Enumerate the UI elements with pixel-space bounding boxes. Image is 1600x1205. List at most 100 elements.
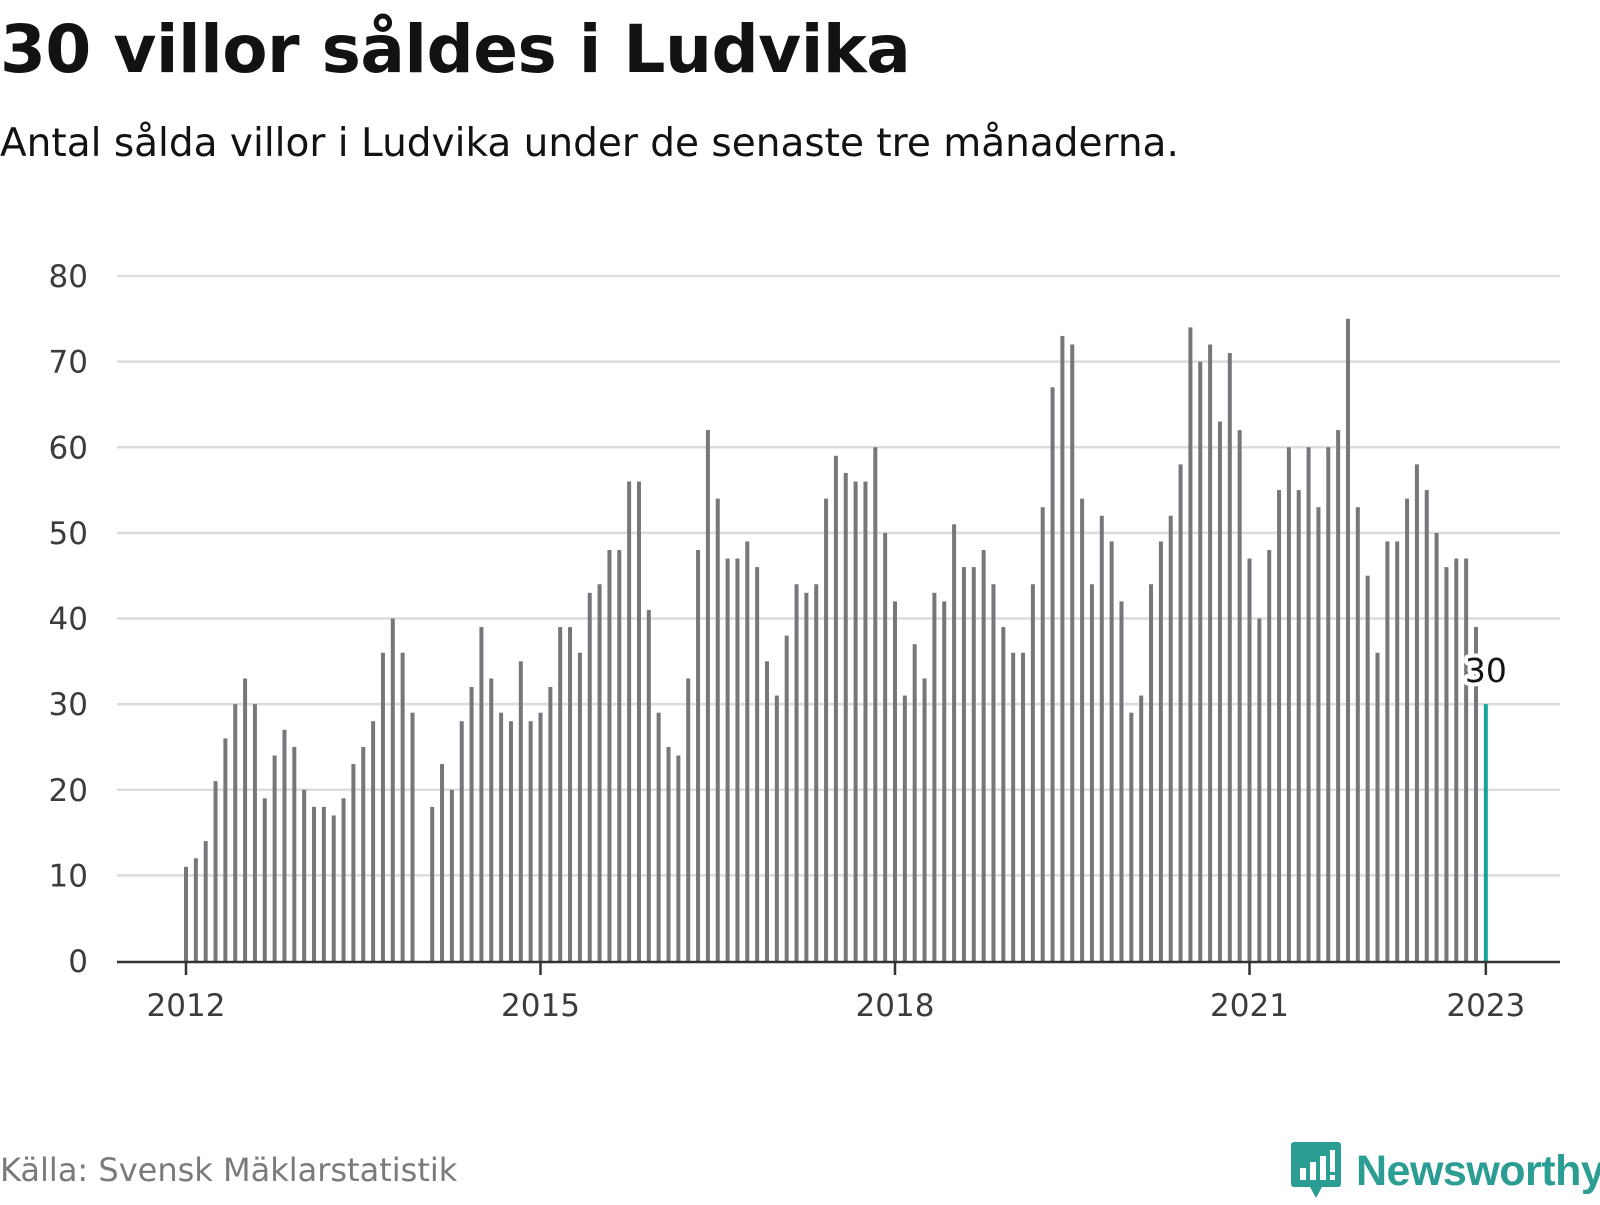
brand-name: Newsworthy <box>1356 1146 1600 1195</box>
bar <box>942 601 947 961</box>
bar-chart: 0 10 20 30 40 50 60 70 80 2012 2015 2018 2021 2023 3… <box>49 259 1560 1024</box>
brand-logo: Newsworthy <box>1290 1137 1600 1205</box>
bar <box>1464 558 1469 961</box>
bar <box>587 592 592 961</box>
bar <box>1080 498 1085 961</box>
bar <box>272 755 277 961</box>
gridlines <box>117 274 1560 877</box>
bar <box>213 781 218 961</box>
bar <box>1316 507 1321 961</box>
bar <box>469 687 474 961</box>
bar <box>607 550 612 961</box>
bar <box>971 567 976 961</box>
bar <box>233 704 238 961</box>
bar <box>646 609 651 961</box>
bar <box>1217 421 1222 961</box>
bar <box>735 558 740 961</box>
bar <box>262 798 267 961</box>
bar <box>1247 558 1252 961</box>
y-tick-label: 80 <box>49 259 88 295</box>
bar <box>252 704 257 961</box>
bar <box>745 541 750 961</box>
bar <box>597 584 602 961</box>
bar <box>725 558 730 961</box>
bar <box>952 524 957 961</box>
bar <box>1109 541 1114 961</box>
bar <box>893 601 897 961</box>
bar <box>961 567 966 961</box>
bar <box>1030 584 1035 961</box>
bar <box>321 806 326 961</box>
bar <box>804 592 809 961</box>
source-note: Källa: Svensk Mäklarstatistik <box>0 1151 458 1189</box>
bar <box>1424 490 1429 961</box>
bar <box>1129 712 1134 961</box>
x-axis-ticks: 2012 2015 2018 2021 2023 <box>147 962 1525 1024</box>
bar <box>410 712 415 961</box>
bar <box>1168 515 1173 961</box>
bar <box>1385 541 1390 961</box>
bar <box>873 447 878 961</box>
y-tick-label: 50 <box>49 516 88 552</box>
bar <box>853 481 858 961</box>
bar <box>193 858 198 961</box>
bar <box>1444 567 1449 961</box>
bar <box>814 584 819 961</box>
bar <box>302 789 307 961</box>
bar <box>1208 344 1213 961</box>
y-tick-label: 30 <box>49 687 88 723</box>
y-tick-label: 0 <box>68 944 88 980</box>
bar <box>528 721 533 961</box>
bar <box>1149 584 1154 961</box>
bar <box>794 584 799 961</box>
newsworthy-logo-icon <box>1291 1142 1341 1198</box>
bar <box>518 661 523 961</box>
y-tick-label: 20 <box>49 773 88 809</box>
bar <box>1089 584 1094 961</box>
bar <box>784 635 789 961</box>
bar <box>1405 498 1410 961</box>
y-axis-ticks: 0 10 20 30 40 50 60 70 80 <box>49 259 88 980</box>
bar <box>1257 618 1262 961</box>
bar <box>1355 507 1360 961</box>
last-value-label: 30 <box>1465 651 1507 690</box>
bar <box>902 695 907 961</box>
bars <box>184 318 1488 961</box>
bar <box>1060 335 1065 961</box>
bar <box>1001 627 1006 961</box>
bar <box>390 618 395 961</box>
bar <box>981 550 986 961</box>
bar <box>568 627 573 961</box>
bar <box>1198 361 1203 961</box>
bar <box>499 712 504 961</box>
bar <box>1277 490 1282 961</box>
bar <box>715 498 720 961</box>
bar <box>1267 550 1272 961</box>
bar <box>1375 652 1380 961</box>
y-tick-label: 70 <box>49 345 88 381</box>
bar <box>686 678 691 961</box>
chart-title: 30 villor såldes i Ludvika <box>0 11 911 88</box>
bar <box>430 806 435 961</box>
bar <box>755 567 760 961</box>
bar <box>380 652 385 961</box>
bar <box>400 652 405 961</box>
bar <box>577 652 582 961</box>
bar <box>932 592 937 961</box>
bar <box>1306 447 1311 961</box>
bar <box>558 627 563 961</box>
bar <box>1099 515 1104 961</box>
x-tick-label: 2023 <box>1446 988 1525 1024</box>
bar <box>538 712 543 961</box>
bar <box>1021 652 1026 961</box>
bar <box>548 687 553 961</box>
bar <box>1050 387 1055 961</box>
bar <box>508 721 513 961</box>
bar <box>1326 447 1331 961</box>
bar <box>1040 507 1045 961</box>
bar <box>1227 353 1232 961</box>
bar <box>863 481 868 961</box>
bar <box>1188 327 1193 961</box>
bar <box>912 644 917 961</box>
x-tick-label: 2018 <box>856 988 935 1024</box>
